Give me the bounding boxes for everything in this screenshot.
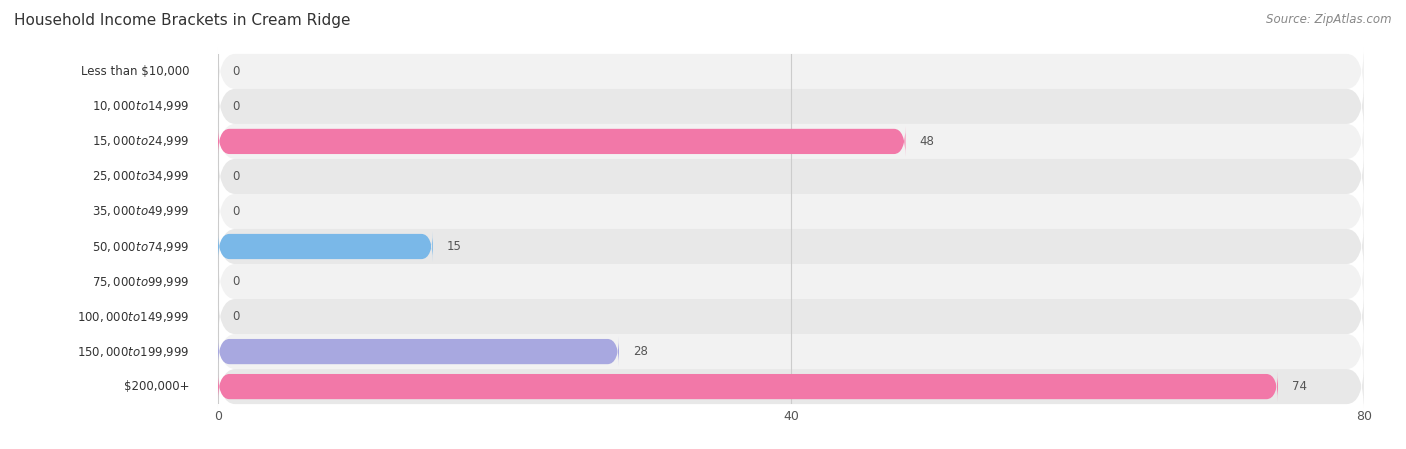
Text: 28: 28 [633,345,648,358]
FancyBboxPatch shape [218,47,1364,96]
Text: $50,000 to $74,999: $50,000 to $74,999 [91,239,190,254]
Text: $25,000 to $34,999: $25,000 to $34,999 [91,169,190,184]
Text: $15,000 to $24,999: $15,000 to $24,999 [91,134,190,149]
Text: 0: 0 [232,205,239,218]
FancyBboxPatch shape [218,336,619,367]
Text: $75,000 to $99,999: $75,000 to $99,999 [91,274,190,289]
Text: 15: 15 [447,240,463,253]
FancyBboxPatch shape [218,82,1364,131]
Text: $10,000 to $14,999: $10,000 to $14,999 [91,99,190,114]
Text: 0: 0 [232,310,239,323]
FancyBboxPatch shape [218,292,1364,341]
Text: $100,000 to $149,999: $100,000 to $149,999 [77,309,190,324]
FancyBboxPatch shape [218,327,1364,376]
Text: $35,000 to $49,999: $35,000 to $49,999 [91,204,190,219]
Text: Less than $10,000: Less than $10,000 [80,65,190,78]
Text: 0: 0 [232,100,239,113]
Text: 0: 0 [232,65,239,78]
FancyBboxPatch shape [218,231,433,262]
FancyBboxPatch shape [218,117,1364,166]
FancyBboxPatch shape [218,362,1364,411]
FancyBboxPatch shape [218,187,1364,236]
Text: 0: 0 [232,275,239,288]
Text: $200,000+: $200,000+ [124,380,190,393]
FancyBboxPatch shape [218,222,1364,271]
Text: Source: ZipAtlas.com: Source: ZipAtlas.com [1267,13,1392,26]
FancyBboxPatch shape [218,152,1364,201]
FancyBboxPatch shape [218,257,1364,306]
Text: 48: 48 [920,135,935,148]
Text: Household Income Brackets in Cream Ridge: Household Income Brackets in Cream Ridge [14,13,350,28]
FancyBboxPatch shape [218,126,905,157]
FancyBboxPatch shape [218,371,1278,402]
Text: 74: 74 [1292,380,1308,393]
Text: $150,000 to $199,999: $150,000 to $199,999 [77,344,190,359]
Text: 0: 0 [232,170,239,183]
